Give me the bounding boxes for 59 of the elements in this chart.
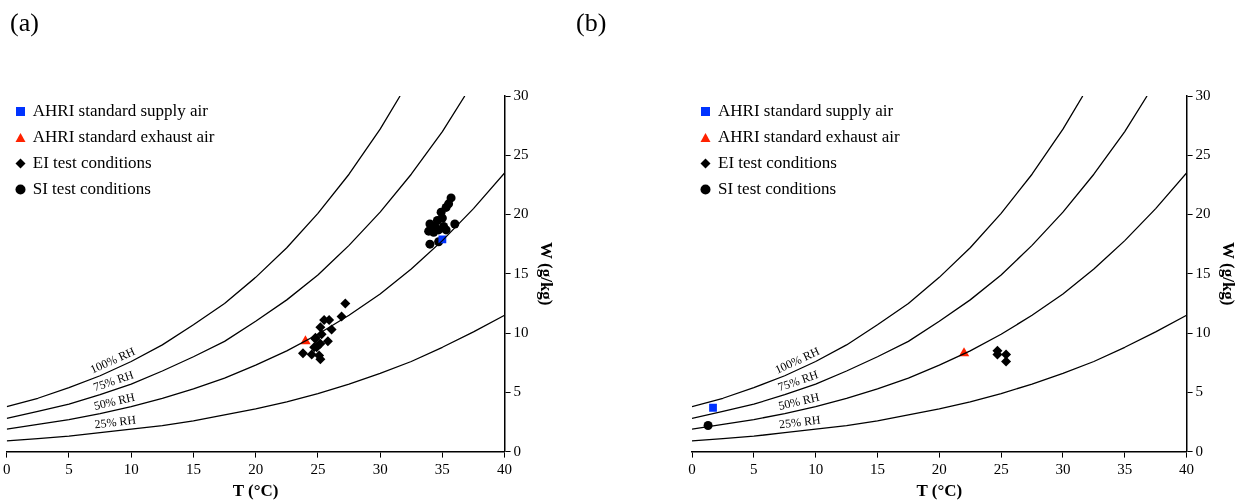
y-tick-label: 25 <box>513 146 529 163</box>
y-tick-label: 5 <box>1195 383 1204 400</box>
x-axis-title: T (°C) <box>916 481 963 501</box>
point <box>322 336 333 347</box>
y-tick-label: 5 <box>513 383 522 400</box>
x-tick-label: 0 <box>688 460 696 477</box>
x-tick-label: 35 <box>434 460 450 477</box>
text: 50% RH <box>776 389 822 413</box>
legend-label: EI test conditions <box>32 152 152 174</box>
y-axis-title: W (g/kg) <box>537 242 557 306</box>
y-tick-label: 30 <box>513 86 529 103</box>
y-tick-label: 10 <box>513 324 529 340</box>
x-tick-label: 20 <box>248 460 264 477</box>
x-tick-label: 20 <box>931 460 947 477</box>
legend-label: SI test conditions <box>32 178 151 200</box>
x-tick-label: 30 <box>372 460 388 477</box>
x-axis-title: T (°C) <box>232 481 279 501</box>
chart-title: (a) <box>10 8 39 38</box>
y-tick-label: 0 <box>1195 442 1204 459</box>
y-tick-label: 0 <box>513 442 522 459</box>
x-tick-label: 10 <box>808 460 824 477</box>
legend-label: EI test conditions <box>718 152 837 174</box>
point <box>425 239 435 249</box>
x-tick-label: 40 <box>497 460 513 477</box>
point <box>709 403 717 412</box>
y-tick-label: 20 <box>1195 205 1211 222</box>
legend-label: AHRI standard supply air <box>718 100 894 122</box>
x-tick-label: 15 <box>185 460 201 477</box>
legend-label: AHRI standard exhaust air <box>718 126 900 148</box>
legend-label: SI test conditions <box>718 178 837 200</box>
text: 25% RH <box>93 412 138 432</box>
x-tick-label: 25 <box>993 460 1009 477</box>
x-tick-label: 30 <box>1055 460 1071 477</box>
point <box>441 225 451 235</box>
x-tick-label: 10 <box>123 460 139 477</box>
y-tick-label: 15 <box>1195 264 1211 281</box>
y-tick-label: 15 <box>513 264 529 281</box>
text: 25% RH <box>778 412 822 432</box>
y-tick-label: 30 <box>1195 86 1211 103</box>
text: 50% RH <box>92 389 137 413</box>
point <box>340 298 351 309</box>
y-tick-label: 25 <box>1195 146 1211 163</box>
x-tick-label: 0 <box>3 460 11 477</box>
point <box>432 215 442 225</box>
y-tick-label: 20 <box>513 205 529 222</box>
y-axis-title: W (g/kg) <box>1219 242 1239 306</box>
point <box>297 348 308 359</box>
x-tick-label: 40 <box>1179 460 1195 477</box>
x-tick-label: 5 <box>750 460 758 477</box>
point <box>315 322 326 333</box>
y-tick-label: 10 <box>1195 324 1211 340</box>
chart-title: (b) <box>576 8 607 38</box>
point <box>306 349 317 360</box>
x-tick-label: 5 <box>65 460 73 477</box>
x-tick-label: 35 <box>1117 460 1133 477</box>
x-tick-label: 25 <box>310 460 326 477</box>
legend-label: AHRI standard supply air <box>32 100 208 122</box>
x-tick-label: 15 <box>869 460 885 477</box>
legend-label: AHRI standard exhaust air <box>32 126 215 148</box>
